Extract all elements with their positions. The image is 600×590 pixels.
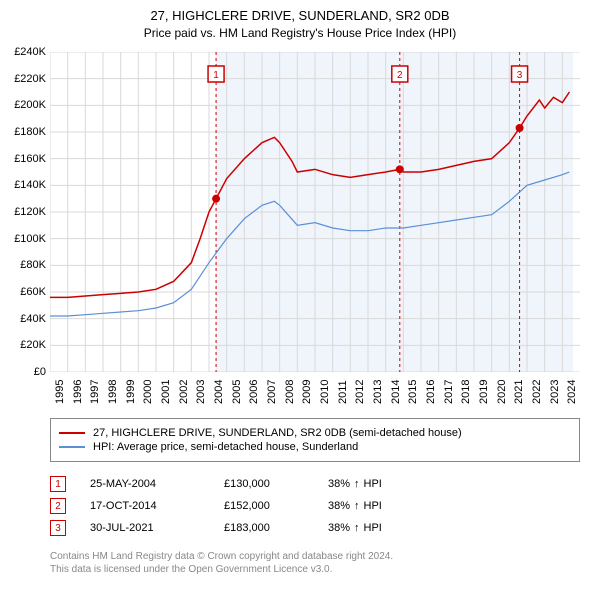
- y-tick-label: £20K: [20, 339, 46, 351]
- sale-date: 17-OCT-2014: [90, 500, 200, 512]
- x-tick-label: 2001: [160, 380, 172, 404]
- legend-swatch: [59, 446, 85, 448]
- sale-hpi-label: HPI: [364, 478, 382, 490]
- x-tick-label: 2017: [443, 380, 455, 404]
- y-tick-label: £220K: [14, 73, 46, 85]
- x-tick-label: 2000: [142, 380, 154, 404]
- x-tick-label: 2019: [478, 380, 490, 404]
- x-tick-label: 2023: [549, 380, 561, 404]
- legend-row: HPI: Average price, semi-detached house,…: [59, 441, 571, 453]
- y-tick-label: £100K: [14, 233, 46, 245]
- arrow-up-icon: ↑: [354, 522, 360, 534]
- sale-hpi-note: 38% ↑ HPI: [328, 522, 382, 534]
- sales-table: 1 25-MAY-2004 £130,000 38% ↑ HPI 2 17-OCT-2014 £…: [50, 470, 580, 542]
- sale-marker-box: 1: [50, 476, 66, 492]
- x-tick-label: 2008: [284, 380, 296, 404]
- x-tick-label: 1997: [89, 380, 101, 404]
- legend-label: HPI: Average price, semi-detached house,…: [93, 441, 358, 453]
- sale-price: £183,000: [224, 522, 304, 534]
- y-tick-label: £240K: [14, 46, 46, 58]
- svg-text:3: 3: [517, 70, 523, 81]
- x-tick-label: 2003: [195, 380, 207, 404]
- sale-row: 2 17-OCT-2014 £152,000 38% ↑ HPI: [50, 498, 580, 514]
- x-tick-label: 2016: [425, 380, 437, 404]
- x-tick-label: 2010: [319, 380, 331, 404]
- x-tick-label: 1996: [72, 380, 84, 404]
- x-tick-label: 2011: [337, 380, 349, 404]
- chart-svg: 1 2 3: [50, 52, 580, 372]
- sale-hpi-label: HPI: [364, 522, 382, 534]
- footer: Contains HM Land Registry data © Crown c…: [50, 550, 580, 576]
- x-tick-label: 2018: [460, 380, 472, 404]
- legend-label: 27, HIGHCLERE DRIVE, SUNDERLAND, SR2 0DB…: [93, 427, 462, 439]
- sale-pct: 38%: [328, 500, 350, 512]
- y-tick-label: £60K: [20, 286, 46, 298]
- x-tick-label: 2007: [266, 380, 278, 404]
- x-tick-label: 2006: [248, 380, 260, 404]
- x-tick-label: 1998: [107, 380, 119, 404]
- sale-date: 25-MAY-2004: [90, 478, 200, 490]
- sale-marker-box: 3: [50, 520, 66, 536]
- x-tick-label: 2022: [531, 380, 543, 404]
- x-tick-label: 2009: [301, 380, 313, 404]
- sale-pct: 38%: [328, 478, 350, 490]
- sale-hpi-note: 38% ↑ HPI: [328, 478, 382, 490]
- x-tick-label: 2004: [213, 380, 225, 404]
- footer-line2: This data is licensed under the Open Gov…: [50, 563, 580, 576]
- legend-swatch: [59, 432, 85, 434]
- sale-hpi-note: 38% ↑ HPI: [328, 500, 382, 512]
- page: 27, HIGHCLERE DRIVE, SUNDERLAND, SR2 0DB…: [0, 0, 600, 590]
- sale-price: £152,000: [224, 500, 304, 512]
- legend-row: 27, HIGHCLERE DRIVE, SUNDERLAND, SR2 0DB…: [59, 427, 571, 439]
- x-tick-label: 2012: [354, 380, 366, 404]
- footer-line1: Contains HM Land Registry data © Crown c…: [50, 550, 580, 563]
- page-title: 27, HIGHCLERE DRIVE, SUNDERLAND, SR2 0DB: [0, 8, 600, 23]
- svg-text:1: 1: [213, 70, 219, 81]
- x-tick-label: 2024: [566, 380, 578, 404]
- arrow-up-icon: ↑: [354, 478, 360, 490]
- sale-date: 30-JUL-2021: [90, 522, 200, 534]
- sale-row: 3 30-JUL-2021 £183,000 38% ↑ HPI: [50, 520, 580, 536]
- x-tick-label: 2020: [496, 380, 508, 404]
- x-tick-label: 1995: [54, 380, 66, 404]
- y-tick-label: £140K: [14, 179, 46, 191]
- page-subtitle: Price paid vs. HM Land Registry's House …: [0, 26, 600, 40]
- y-tick-label: £180K: [14, 126, 46, 138]
- sale-pct: 38%: [328, 522, 350, 534]
- sale-price: £130,000: [224, 478, 304, 490]
- arrow-up-icon: ↑: [354, 500, 360, 512]
- x-tick-label: 2021: [513, 380, 525, 404]
- y-tick-label: £160K: [14, 153, 46, 165]
- sale-hpi-label: HPI: [364, 500, 382, 512]
- y-tick-label: £0: [34, 366, 46, 378]
- y-tick-label: £200K: [14, 99, 46, 111]
- sale-row: 1 25-MAY-2004 £130,000 38% ↑ HPI: [50, 476, 580, 492]
- x-tick-label: 2013: [372, 380, 384, 404]
- x-tick-label: 1999: [125, 380, 137, 404]
- x-tick-label: 2002: [178, 380, 190, 404]
- legend: 27, HIGHCLERE DRIVE, SUNDERLAND, SR2 0DB…: [50, 418, 580, 462]
- x-tick-label: 2015: [407, 380, 419, 404]
- x-tick-label: 2005: [231, 380, 243, 404]
- title-block: 27, HIGHCLERE DRIVE, SUNDERLAND, SR2 0DB…: [0, 0, 600, 44]
- price-chart: 123 £0£20K£40K£60K£80K£100K£120K£140K£16…: [50, 52, 580, 372]
- y-tick-label: £40K: [20, 313, 46, 325]
- y-tick-label: £120K: [14, 206, 46, 218]
- svg-text:2: 2: [397, 70, 403, 81]
- x-tick-label: 2014: [390, 380, 402, 404]
- y-tick-label: £80K: [20, 259, 46, 271]
- sale-marker-box: 2: [50, 498, 66, 514]
